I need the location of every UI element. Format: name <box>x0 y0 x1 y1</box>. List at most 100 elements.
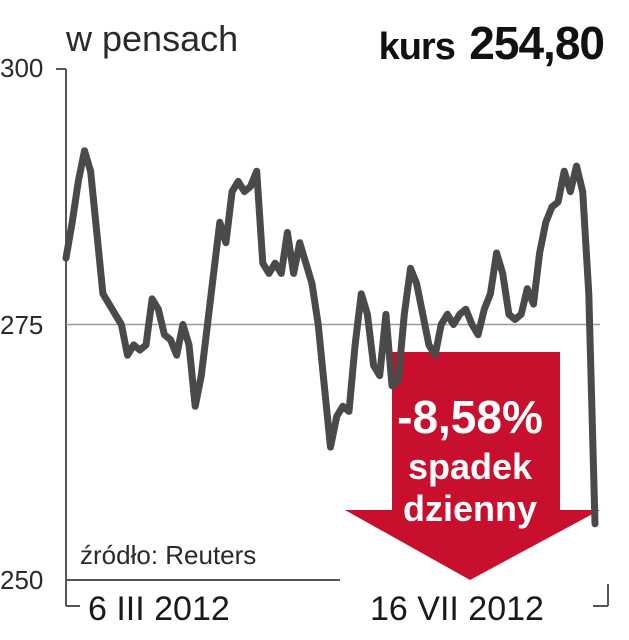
data-point <box>143 342 149 348</box>
data-point <box>580 189 586 195</box>
data-point <box>543 219 549 225</box>
data-point <box>137 347 143 353</box>
data-point <box>272 260 278 266</box>
data-point <box>266 270 272 276</box>
data-point <box>205 322 210 327</box>
data-point <box>567 189 573 195</box>
y-tick-label: 250 <box>0 565 44 595</box>
x-tick-label: 16 VII 2012 <box>370 590 544 628</box>
data-point <box>383 311 389 317</box>
badge-caption-line2: dzienny <box>402 488 537 529</box>
data-point <box>260 260 266 266</box>
badge-caption-line1: spadek <box>407 446 533 487</box>
data-point <box>69 219 75 225</box>
data-point <box>303 260 309 266</box>
data-point <box>88 168 94 174</box>
data-point <box>586 291 592 297</box>
data-point <box>161 332 167 338</box>
data-point <box>352 342 358 348</box>
data-point <box>377 373 383 379</box>
badge-change-value: -8,58% <box>397 391 543 443</box>
x-tick-label: 6 III 2012 <box>88 590 230 628</box>
data-point <box>346 408 352 414</box>
data-point <box>180 322 186 327</box>
data-point <box>524 286 530 292</box>
data-point <box>248 184 253 189</box>
data-point <box>512 316 518 322</box>
data-point <box>340 403 346 409</box>
data-point <box>475 332 481 338</box>
data-point <box>235 178 241 184</box>
data-point <box>198 373 204 379</box>
data-point <box>217 219 223 225</box>
data-point <box>481 306 487 312</box>
data-point <box>444 311 450 317</box>
data-point <box>531 301 536 307</box>
data-point <box>451 322 456 327</box>
data-point <box>537 250 543 256</box>
data-point <box>63 255 69 261</box>
data-point <box>94 230 100 235</box>
data-point <box>192 403 198 409</box>
data-point <box>389 383 395 389</box>
y-tick-label: 275 <box>0 310 44 340</box>
data-point <box>401 311 407 317</box>
data-point <box>75 178 81 184</box>
y-tick-label: 300 <box>0 53 44 83</box>
data-point <box>229 189 235 195</box>
data-point <box>358 291 364 297</box>
data-point <box>500 270 506 276</box>
badge-arrow <box>345 352 600 580</box>
data-point <box>297 240 303 246</box>
data-point <box>487 291 493 297</box>
data-point <box>364 311 370 317</box>
data-point <box>438 322 444 327</box>
source-label: źródło: Reuters <box>80 540 257 570</box>
data-point <box>432 352 438 358</box>
data-point <box>118 322 124 327</box>
data-point <box>82 148 87 154</box>
price-value: 254,80 <box>469 17 605 69</box>
data-point <box>395 378 401 384</box>
data-point <box>414 281 420 287</box>
price-label: kurs <box>378 26 456 68</box>
data-point <box>506 311 512 317</box>
data-point <box>518 311 524 317</box>
data-point <box>155 306 161 312</box>
data-point <box>241 189 247 195</box>
price-box: kurs 254,80 <box>378 16 605 70</box>
data-point <box>328 444 333 450</box>
data-point <box>555 199 561 205</box>
data-point <box>100 291 106 297</box>
data-point <box>426 342 432 348</box>
data-point <box>408 265 413 271</box>
data-point <box>371 362 377 368</box>
unit-label: w pensach <box>66 18 239 59</box>
data-point <box>174 352 180 358</box>
data-point <box>494 250 500 256</box>
data-point <box>469 322 475 327</box>
data-point <box>291 270 297 276</box>
data-point <box>186 342 192 348</box>
data-point <box>254 168 260 174</box>
data-point <box>309 281 315 287</box>
data-point <box>278 270 284 276</box>
data-point <box>334 414 340 419</box>
data-point <box>106 301 112 307</box>
data-point <box>284 230 290 235</box>
data-point <box>223 240 229 246</box>
data-point <box>168 337 174 343</box>
data-point <box>592 521 598 527</box>
data-point <box>112 311 118 317</box>
data-point <box>561 168 567 174</box>
data-point <box>420 311 426 317</box>
data-point <box>549 204 555 210</box>
data-point <box>149 296 155 302</box>
data-point <box>321 383 327 389</box>
data-point <box>315 322 321 327</box>
data-point <box>457 311 463 317</box>
data-point <box>131 342 137 348</box>
data-point <box>211 270 217 276</box>
